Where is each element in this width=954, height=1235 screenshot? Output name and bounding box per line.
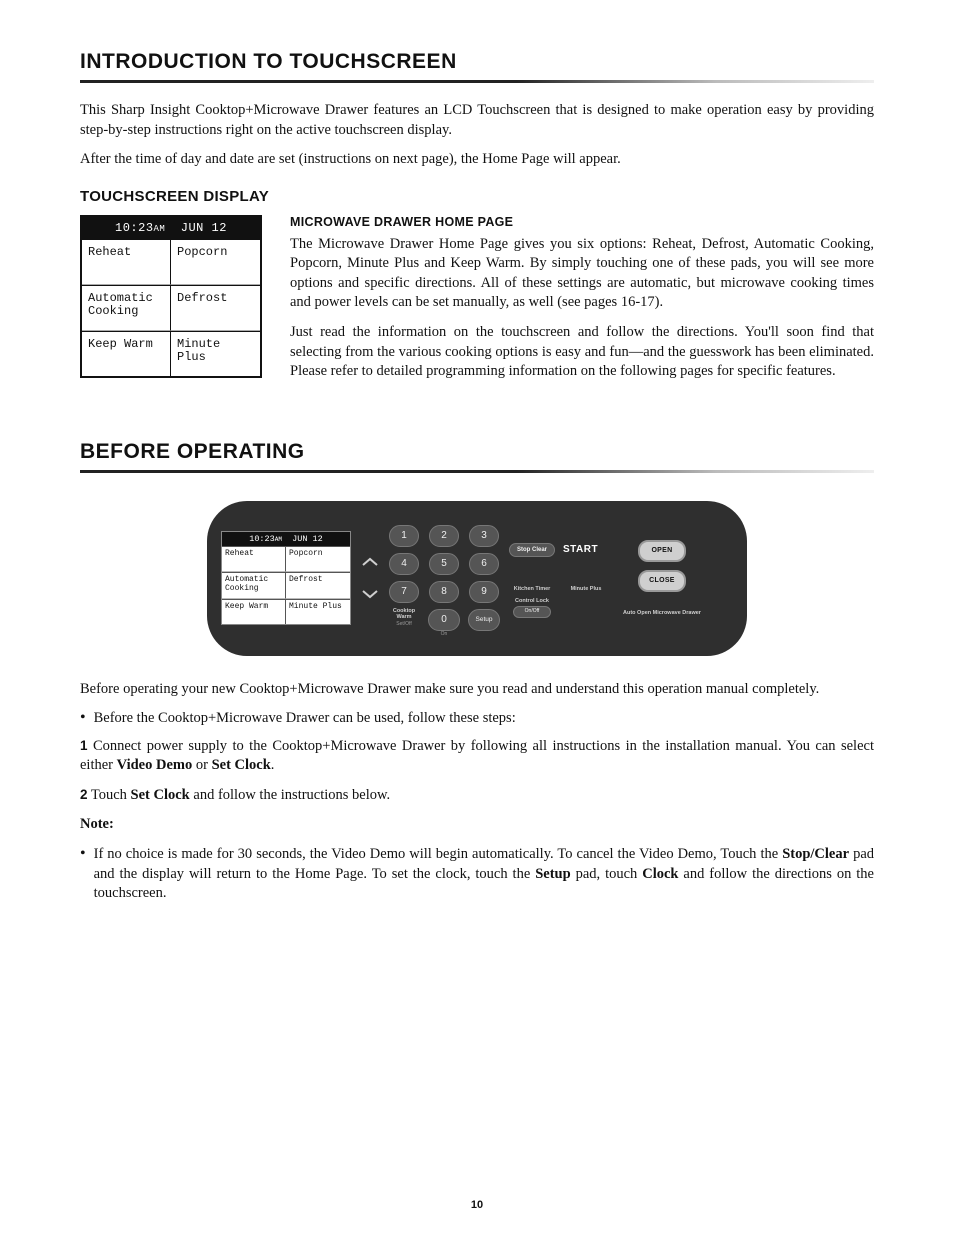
step-1-c: or bbox=[192, 757, 211, 773]
control-lock-group: Control Lock On/Off bbox=[509, 599, 555, 618]
homepage-description: Microwave Drawer Home Page The Microwave… bbox=[290, 215, 874, 392]
control-lock-btn: On/Off bbox=[513, 606, 551, 617]
page-number: 10 bbox=[0, 1199, 954, 1211]
key-8: 8 bbox=[429, 581, 459, 603]
key-setup: Setup bbox=[468, 609, 500, 631]
panel-lcd-time: 10:23 bbox=[249, 534, 275, 544]
key-setup-col: Setup bbox=[469, 609, 499, 631]
panel-func-col: Stop Clear START Kitchen Timer Minute Pl… bbox=[509, 543, 609, 618]
panel-cell-defrost: Defrost bbox=[286, 572, 350, 599]
panel-cell-minute-plus: Minute Plus bbox=[286, 599, 350, 624]
homepage-desc-1: The Microwave Drawer Home Page gives you… bbox=[290, 235, 874, 313]
lcd-cell-defrost: Defrost bbox=[171, 285, 260, 331]
panel-arrows bbox=[361, 557, 379, 599]
lcd-ampm: AM bbox=[154, 224, 166, 234]
start-label: START bbox=[563, 544, 609, 555]
auto-open-label: Auto Open Microwave Drawer bbox=[623, 610, 701, 616]
intro-para-2: After the time of day and date are set (… bbox=[80, 150, 874, 170]
key-2: 2 bbox=[429, 525, 459, 547]
lcd-header: 10:23AM JUN 12 bbox=[82, 217, 260, 239]
key-9: 9 bbox=[469, 581, 499, 603]
section1-title: Introduction to Touchscreen bbox=[80, 50, 874, 74]
arrow-down-icon bbox=[361, 589, 379, 599]
lcd-homepage-figure: 10:23AM JUN 12 Reheat Popcorn Automatic … bbox=[80, 215, 262, 378]
homepage-desc-2: Just read the information on the touchsc… bbox=[290, 323, 874, 382]
key-7: 7 bbox=[389, 581, 419, 603]
arrow-up-icon bbox=[361, 557, 379, 567]
panel-lcd-ampm: AM bbox=[275, 536, 282, 543]
stop-clear-button: Stop Clear bbox=[509, 543, 555, 557]
step-1-d: Set Clock bbox=[212, 757, 271, 773]
note-e: pad, touch bbox=[571, 866, 643, 882]
control-lock-label: Control Lock bbox=[515, 599, 549, 605]
bullet-1: • Before the Cooktop+Microwave Drawer ca… bbox=[80, 709, 874, 729]
panel-lcd-date: JUN 12 bbox=[292, 534, 323, 544]
panel-cell-popcorn: Popcorn bbox=[286, 546, 350, 572]
bullet-dot-icon: • bbox=[80, 709, 86, 729]
minute-plus-label: Minute Plus bbox=[563, 587, 609, 593]
lcd-cell-keep-warm: Keep Warm bbox=[82, 331, 171, 376]
note-bullet: • If no choice is made for 30 seconds, t… bbox=[80, 845, 874, 904]
key-cooktop-warm-col: Cooktop Warm Set/Off bbox=[389, 609, 419, 631]
step-1-b: Video Demo bbox=[117, 757, 193, 773]
key-cooktop-warm-sub: Set/Off bbox=[396, 622, 411, 627]
panel-lcd-grid: Reheat Popcorn Automatic Cooking Defrost… bbox=[222, 546, 350, 624]
touchscreen-display-heading: Touchscreen Display bbox=[80, 188, 874, 205]
panel-open-col: OPEN CLOSE Auto Open Microwave Drawer bbox=[623, 540, 701, 616]
lcd-cell-reheat: Reheat bbox=[82, 239, 171, 285]
note-f: Clock bbox=[642, 866, 678, 882]
touchscreen-two-col: 10:23AM JUN 12 Reheat Popcorn Automatic … bbox=[80, 215, 874, 392]
key-3: 3 bbox=[469, 525, 499, 547]
intro-para-1: This Sharp Insight Cooktop+Microwave Dra… bbox=[80, 101, 874, 140]
step-2: 2 Touch Set Clock and follow the instruc… bbox=[80, 786, 874, 806]
step-1-num: 1 bbox=[80, 738, 88, 753]
step-2-num: 2 bbox=[80, 787, 88, 802]
step-1: 1 Connect power supply to the Cooktop+Mi… bbox=[80, 737, 874, 776]
step-2-b: Set Clock bbox=[131, 787, 190, 803]
kitchen-timer-label: Kitchen Timer bbox=[509, 587, 555, 593]
note-a: If no choice is made for 30 seconds, the… bbox=[94, 846, 783, 862]
microwave-homepage-heading: Microwave Drawer Home Page bbox=[290, 215, 874, 229]
key-6: 6 bbox=[469, 553, 499, 575]
note-bullet-dot-icon: • bbox=[80, 845, 86, 904]
step-2-c: and follow the instructions below. bbox=[190, 787, 390, 803]
key-0-sub: On bbox=[441, 632, 448, 637]
control-panel-wrap: 10:23AM JUN 12 Reheat Popcorn Automatic … bbox=[80, 501, 874, 656]
lcd-time: 10:23 bbox=[115, 221, 154, 235]
section1-rule bbox=[80, 80, 874, 83]
lcd-cell-popcorn: Popcorn bbox=[171, 239, 260, 285]
key-1: 1 bbox=[389, 525, 419, 547]
key-5: 5 bbox=[429, 553, 459, 575]
note-text: If no choice is made for 30 seconds, the… bbox=[94, 845, 874, 904]
panel-cell-reheat: Reheat bbox=[222, 546, 286, 572]
panel-lcd-header: 10:23AM JUN 12 bbox=[222, 532, 350, 546]
lcd-cell-minute-plus: Minute Plus bbox=[171, 331, 260, 376]
key-4: 4 bbox=[389, 553, 419, 575]
note-b: Stop/Clear bbox=[782, 846, 849, 862]
section2-title: Before Operating bbox=[80, 440, 874, 464]
step-1-e: . bbox=[271, 757, 275, 773]
key-0: 0 bbox=[428, 609, 460, 631]
document-page: Introduction to Touchscreen This Sharp I… bbox=[0, 0, 954, 1235]
step-2-a: Touch bbox=[88, 787, 131, 803]
key-0-col: 0 On bbox=[429, 609, 459, 631]
panel-lcd: 10:23AM JUN 12 Reheat Popcorn Automatic … bbox=[221, 531, 351, 625]
close-button: CLOSE bbox=[638, 570, 686, 592]
lcd-date: JUN 12 bbox=[181, 221, 227, 235]
note-d: Setup bbox=[535, 866, 570, 882]
before-op-intro: Before operating your new Cooktop+Microw… bbox=[80, 680, 874, 700]
panel-cell-keep-warm: Keep Warm bbox=[222, 599, 286, 624]
lcd-grid: Reheat Popcorn Automatic Cooking Defrost… bbox=[82, 239, 260, 376]
key-cooktop-warm-label: Cooktop Warm bbox=[389, 609, 419, 621]
section2-rule bbox=[80, 470, 874, 473]
bullet-1-text: Before the Cooktop+Microwave Drawer can … bbox=[94, 709, 516, 729]
lcd-cell-auto-cooking: Automatic Cooking bbox=[82, 285, 171, 331]
open-button: OPEN bbox=[638, 540, 686, 562]
panel-keypad: 1 2 3 4 5 6 7 8 9 Cooktop Warm Set/Off 0… bbox=[389, 525, 499, 631]
control-panel-figure: 10:23AM JUN 12 Reheat Popcorn Automatic … bbox=[207, 501, 747, 656]
note-label: Note: bbox=[80, 815, 874, 835]
panel-cell-auto-cooking: Automatic Cooking bbox=[222, 572, 286, 599]
